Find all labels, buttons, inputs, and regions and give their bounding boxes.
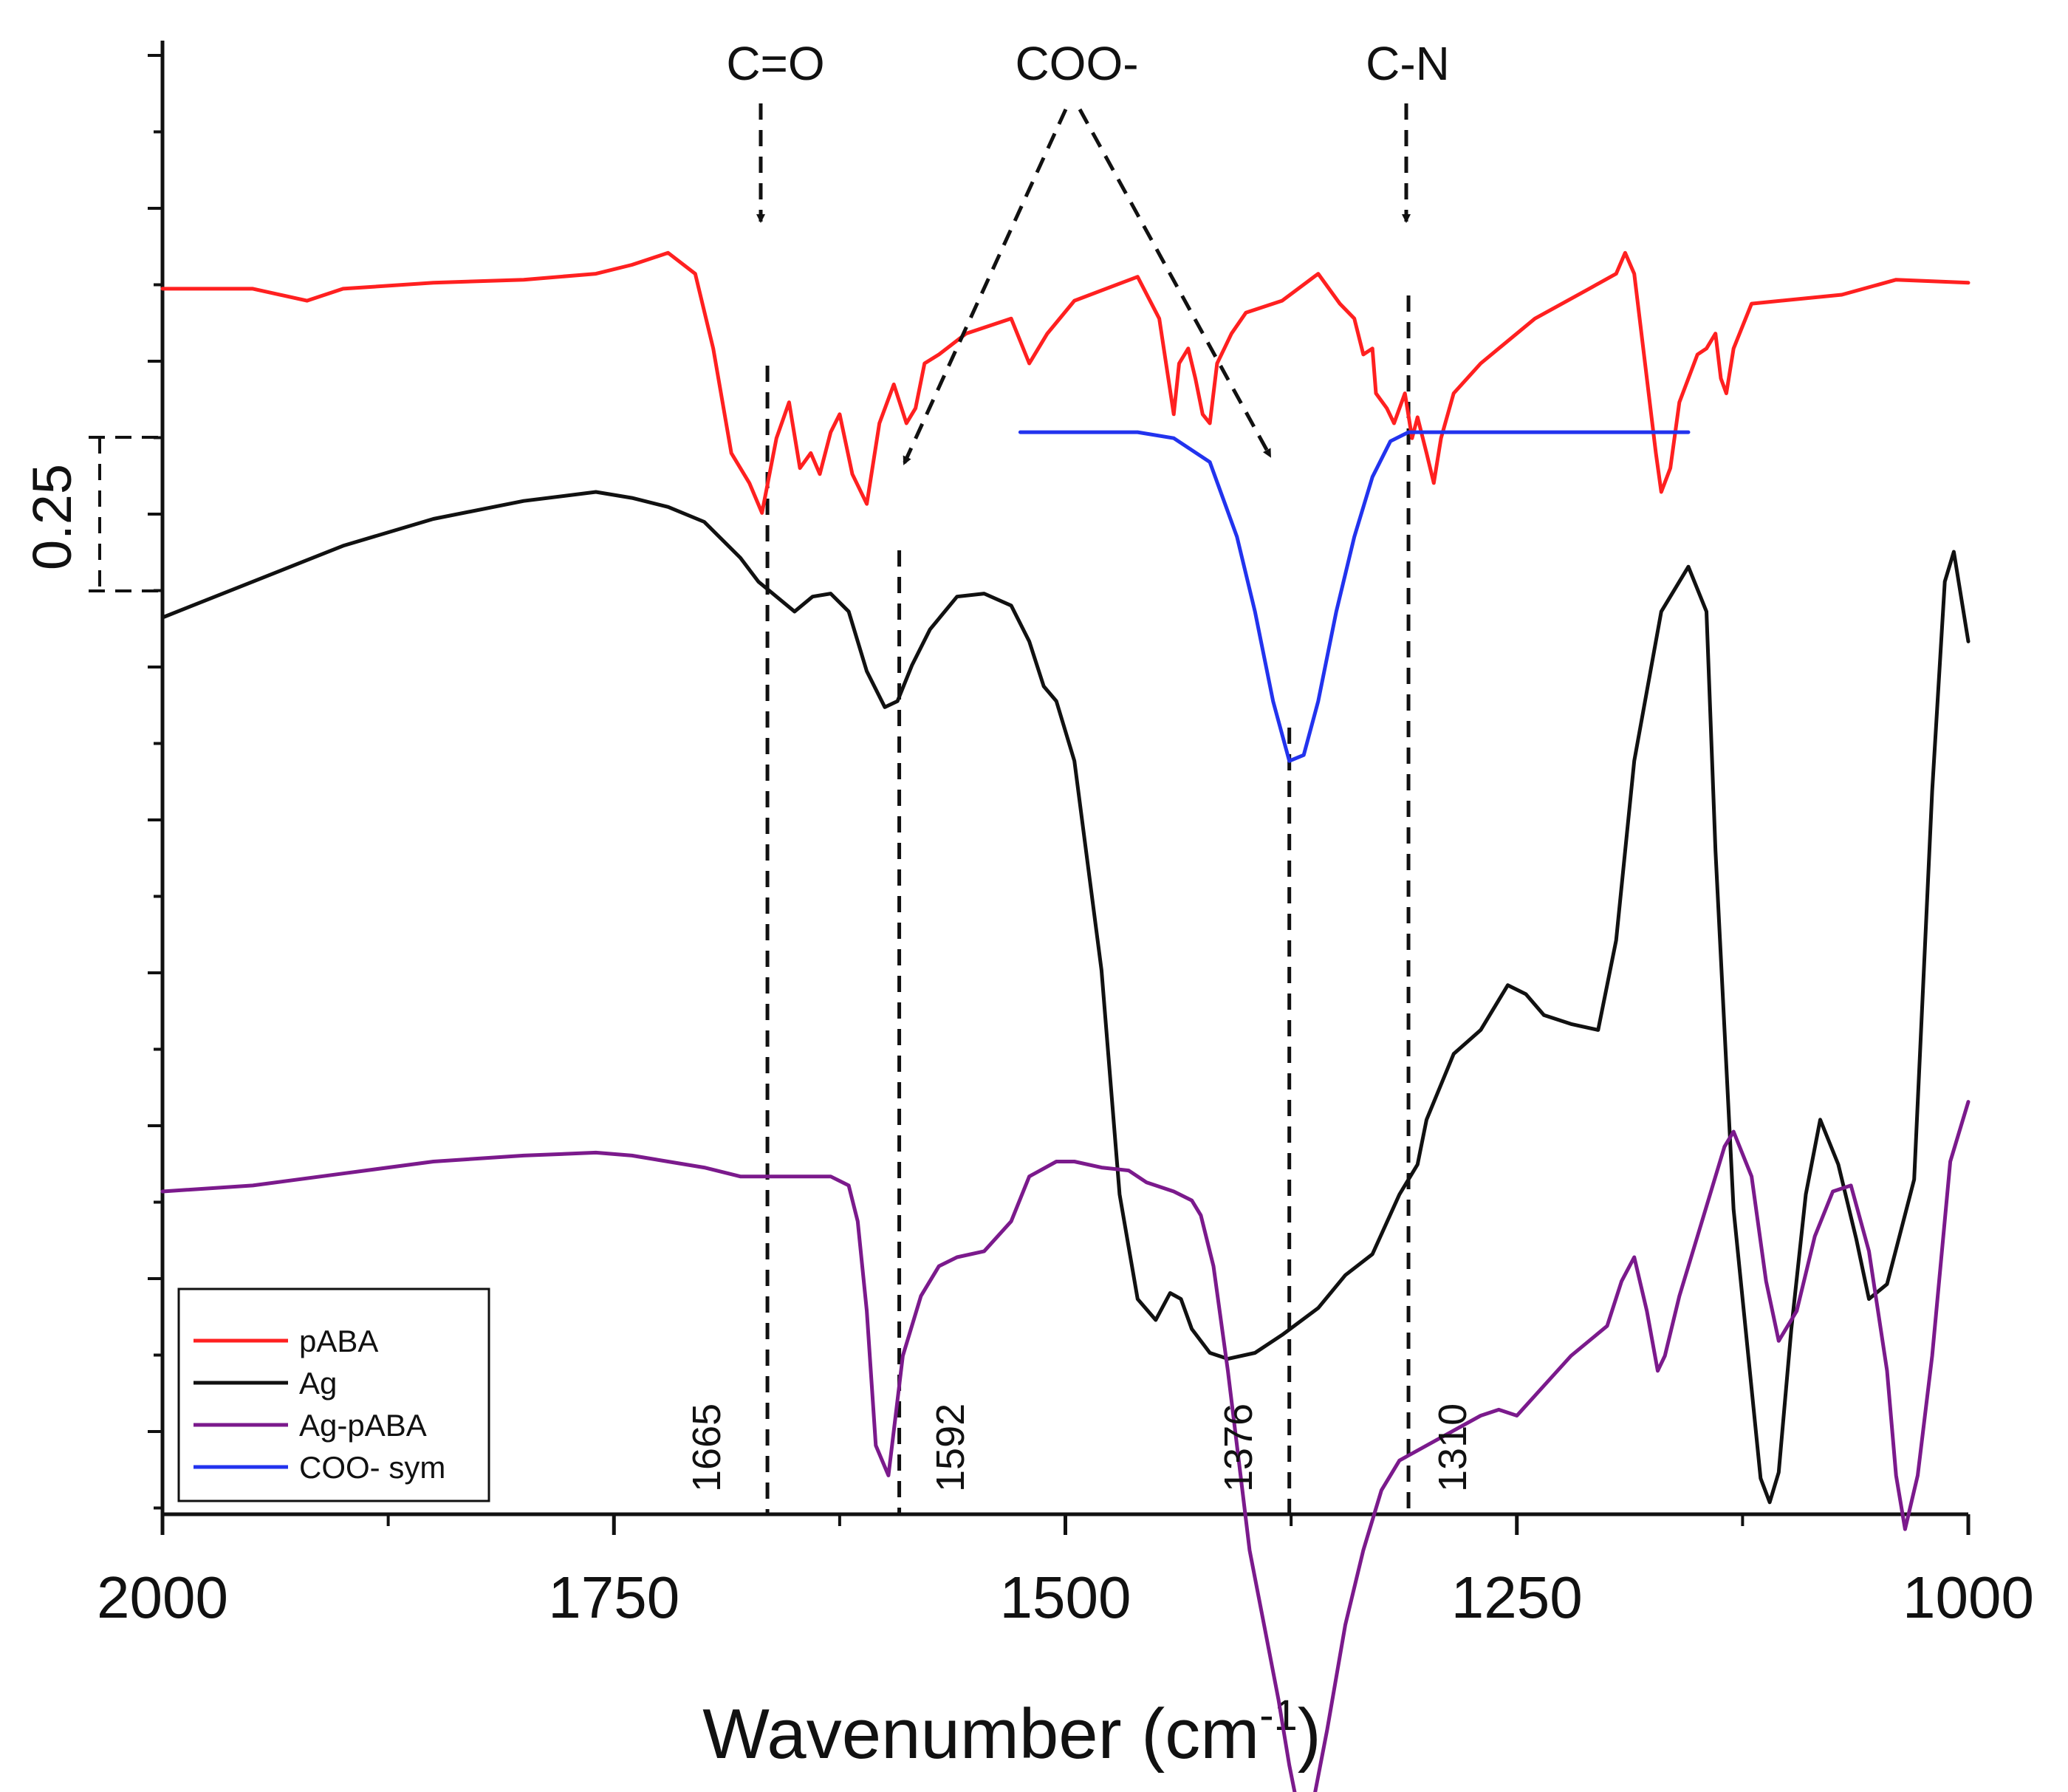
series-paba — [160, 250, 1971, 515]
scale-bar: 0.25 — [21, 436, 162, 592]
x-tick-label: 1500 — [1000, 1564, 1131, 1630]
peak-labels: 1665 1592 1376 1310 — [685, 1403, 1475, 1492]
y-minor-ticks — [148, 54, 162, 1510]
peak-label-1592: 1592 — [928, 1403, 973, 1492]
legend-label-paba: pABA — [299, 1324, 378, 1358]
band-label-coo: COO- — [1015, 37, 1138, 90]
reference-lines — [765, 295, 1411, 1513]
series-coo-sym — [1018, 430, 1691, 763]
x-tick-label: 1250 — [1451, 1564, 1583, 1630]
x-tick-label: 1000 — [1903, 1564, 2034, 1630]
x-axis-title-text: Wavenumber (cm — [702, 1694, 1259, 1774]
arrow-coo-right — [1078, 108, 1273, 458]
band-label-cn: C-N — [1366, 37, 1450, 90]
legend-label-coo-sym: COO- sym — [299, 1450, 445, 1485]
x-ticks — [160, 1514, 1971, 1535]
scale-bar-label: 0.25 — [21, 464, 83, 570]
peak-label-1665: 1665 — [685, 1403, 729, 1492]
band-label-co: C=O — [726, 37, 824, 90]
axes — [148, 41, 1971, 1535]
legend-label-ag: Ag — [299, 1366, 337, 1401]
legend-label-ag-paba: Ag-pABA — [299, 1408, 427, 1443]
x-tick-label: 2000 — [97, 1564, 228, 1630]
legend: pABA Ag Ag-pABA COO- sym — [177, 1287, 490, 1502]
x-tick-labels: 2000 1750 1500 1250 1000 — [97, 1564, 2034, 1630]
peak-label-1310: 1310 — [1431, 1403, 1475, 1492]
peak-label-1376: 1376 — [1216, 1403, 1261, 1492]
series-ag-paba — [160, 1100, 1971, 1792]
x-tick-label: 1750 — [548, 1564, 679, 1630]
series-ag — [160, 490, 1971, 1505]
series-group — [160, 250, 1971, 1792]
x-axis-title-close: ) — [1298, 1694, 1321, 1774]
band-annotations: C=O COO- C-N — [726, 37, 1450, 465]
x-axis-title: Wavenumber (cm-1) — [702, 1692, 1321, 1774]
arrow-coo-left — [902, 108, 1068, 465]
